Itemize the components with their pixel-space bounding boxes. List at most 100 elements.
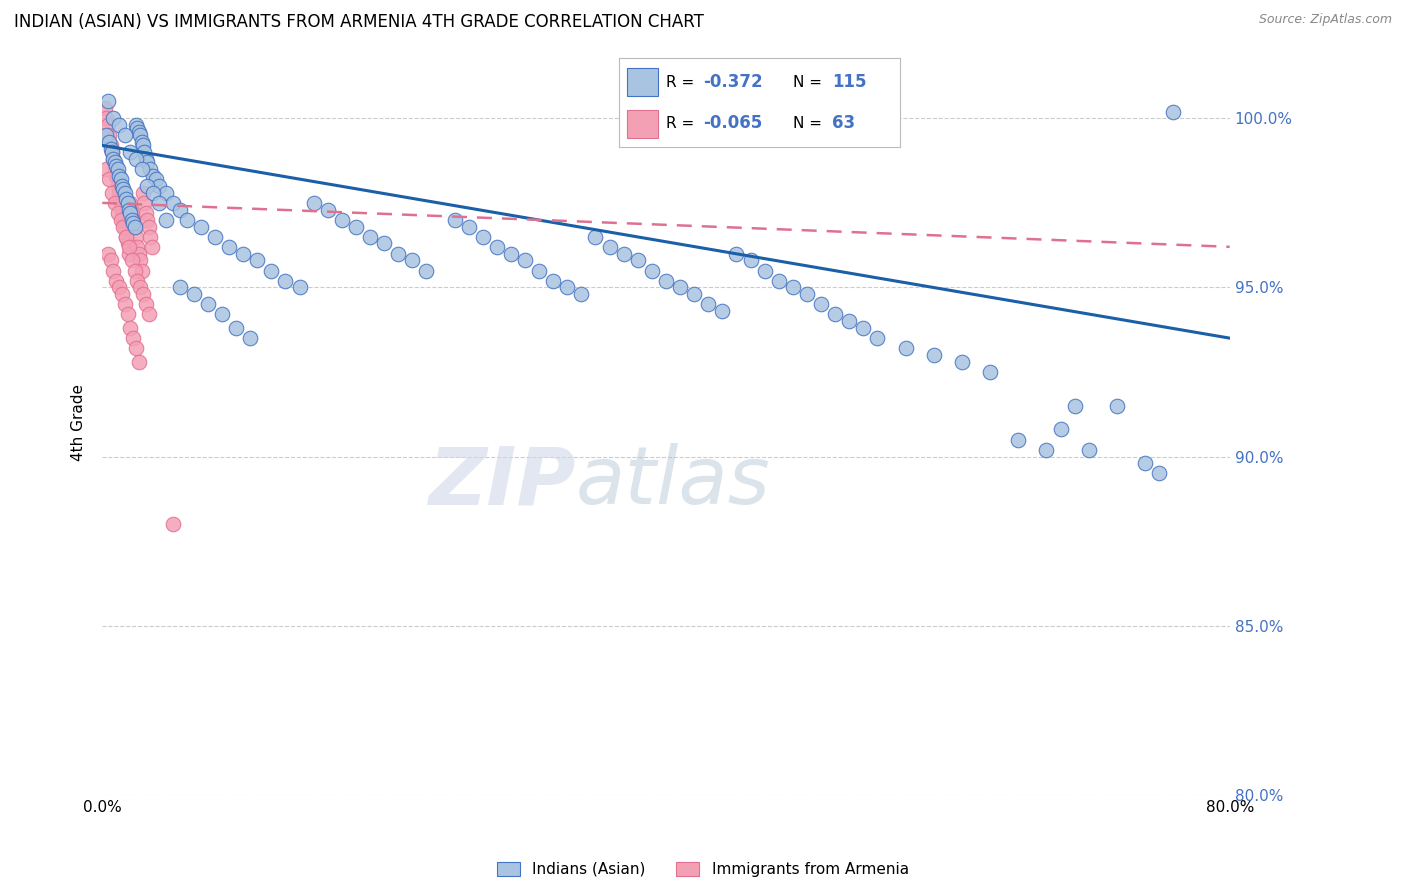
Point [613,246,636,260]
Point [103,263,125,277]
Point [127,121,149,136]
Point [96,162,118,177]
Point [131,162,153,177]
Point [142,169,165,183]
Point [108,169,131,183]
Point [1049,422,1071,436]
Point [122,216,145,230]
Point [457,219,479,234]
Point [136,212,159,227]
Point [105,169,128,183]
Point [118,202,141,217]
Point [110,195,132,210]
Point [136,178,159,193]
Point [105,274,128,288]
Point [112,219,135,234]
Text: R =: R = [666,116,700,130]
Point [128,246,150,260]
Point [148,178,170,193]
Point [142,186,165,200]
Point [100,138,122,153]
Point [114,186,136,200]
Point [768,274,790,288]
Point [852,321,875,335]
Point [129,128,152,143]
Point [527,263,550,277]
Y-axis label: 4th Grade: 4th Grade [72,384,86,461]
Point [124,263,146,277]
Point [124,219,146,234]
Point [1035,442,1057,457]
Point [128,355,150,369]
Point [555,280,578,294]
Point [697,297,720,311]
Point [260,263,283,277]
Point [118,246,141,260]
Point [122,331,145,345]
Point [782,280,804,294]
Point [443,212,465,227]
Point [950,355,973,369]
Point [387,246,409,260]
Point [108,118,131,132]
Point [274,274,297,288]
Point [127,274,149,288]
Point [107,206,129,220]
Point [114,297,136,311]
Text: N =: N = [793,116,827,130]
Point [810,297,832,311]
Point [96,112,118,126]
Point [641,263,664,277]
Point [100,142,122,156]
Point [100,253,122,268]
Point [121,206,143,220]
Point [136,155,159,169]
Point [134,195,156,210]
Point [131,135,153,149]
Point [111,287,134,301]
Point [1105,399,1128,413]
Point [145,172,167,186]
Legend: Indians (Asian), Immigrants from Armenia: Indians (Asian), Immigrants from Armenia [491,855,915,883]
Point [120,145,142,160]
Point [683,287,706,301]
Point [513,253,536,268]
Point [155,186,177,200]
Point [132,186,155,200]
Point [1149,467,1171,481]
Point [139,229,162,244]
Point [169,280,191,294]
Point [127,240,149,254]
Point [1007,433,1029,447]
Point [97,118,120,132]
Text: N =: N = [793,75,827,89]
Point [98,135,121,149]
Point [169,202,191,217]
Point [94,101,117,115]
Point [1163,104,1185,119]
Point [1063,399,1085,413]
Point [183,287,205,301]
Point [118,240,141,254]
Point [585,229,607,244]
Point [302,195,325,210]
Point [134,145,156,160]
Point [138,308,160,322]
Text: R =: R = [666,75,700,89]
Point [132,287,155,301]
Point [232,246,254,260]
FancyBboxPatch shape [627,68,658,96]
Point [176,212,198,227]
Point [139,162,162,177]
Point [101,186,124,200]
Point [155,212,177,227]
Point [373,236,395,251]
Point [401,253,423,268]
Point [824,308,846,322]
Point [415,263,437,277]
Point [866,331,889,345]
Point [117,195,139,210]
Point [138,219,160,234]
Point [740,253,762,268]
Point [96,128,118,143]
